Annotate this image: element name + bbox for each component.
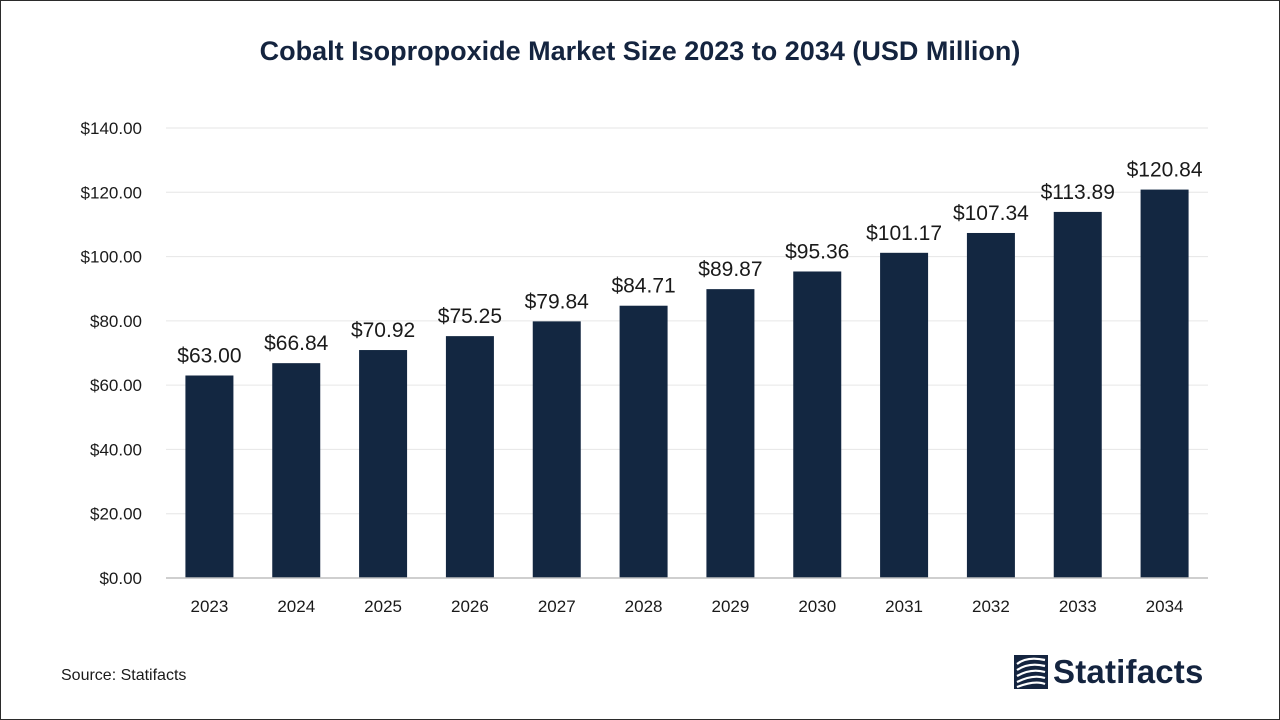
bar-2030 xyxy=(793,271,842,578)
x-tick-label: 2032 xyxy=(972,597,1010,616)
data-label-2029: $89.87 xyxy=(698,258,762,281)
x-tick-label: 2034 xyxy=(1146,597,1184,616)
data-label-2025: $70.92 xyxy=(351,319,415,342)
bar-2032 xyxy=(966,232,1015,578)
x-tick-label: 2028 xyxy=(625,597,663,616)
data-label-2023: $63.00 xyxy=(177,345,241,368)
y-tick-label: $80.00 xyxy=(90,312,142,331)
data-label-2034: $120.84 xyxy=(1127,159,1203,182)
x-tick-label: 2033 xyxy=(1059,597,1097,616)
y-tick-label: $20.00 xyxy=(90,505,142,524)
statifacts-logo-mark xyxy=(1014,655,1048,689)
data-label-2028: $84.71 xyxy=(611,275,675,298)
bar-2029 xyxy=(706,289,755,578)
bar-data-labels: $63.00 $66.84 $70.92 $75.25 $79.84 $84.71 $89.… xyxy=(177,159,1203,368)
data-label-2033: $113.89 xyxy=(1041,181,1115,204)
data-label-2031: $101.17 xyxy=(866,222,942,245)
y-tick-label: $140.00 xyxy=(81,119,142,138)
bar-2033 xyxy=(1053,211,1102,579)
data-label-2026: $75.25 xyxy=(438,305,502,328)
x-tick-label: 2031 xyxy=(885,597,923,616)
y-tick-label: $0.00 xyxy=(99,569,142,588)
x-tick-label: 2024 xyxy=(277,597,315,616)
bar-2025 xyxy=(359,350,408,578)
bar-2023 xyxy=(185,375,234,578)
y-tick-label: $40.00 xyxy=(90,440,142,459)
x-axis-tick-labels: 2023 2024 2025 2026 2027 2028 2029 2030 2031 2032… xyxy=(191,597,1184,616)
bar-2028 xyxy=(619,305,668,578)
data-label-2032: $107.34 xyxy=(953,202,1029,225)
y-tick-label: $100.00 xyxy=(81,248,142,267)
chart-title: Cobalt Isopropoxide Market Size 2023 to … xyxy=(259,36,1021,66)
logo-wordmark: Statifacts xyxy=(1053,653,1204,690)
bar-2034 xyxy=(1140,189,1189,579)
x-tick-label: 2027 xyxy=(538,597,576,616)
x-tick-label: 2029 xyxy=(712,597,750,616)
bar-2031 xyxy=(880,252,929,578)
x-tick-label: 2026 xyxy=(451,597,489,616)
bar-2026 xyxy=(445,336,494,578)
x-tick-label: 2023 xyxy=(191,597,229,616)
statifacts-logo: Statifacts xyxy=(1013,652,1204,692)
source-note: Source: Statifacts xyxy=(61,667,187,684)
data-label-2027: $79.84 xyxy=(525,290,590,313)
y-axis-tick-labels: $0.00 $20.00 $40.00 $60.00 $80.00 $100.00 $120… xyxy=(81,119,142,588)
x-tick-label: 2025 xyxy=(364,597,402,616)
bar-2027 xyxy=(532,321,581,578)
data-label-2024: $66.84 xyxy=(264,332,329,355)
y-tick-label: $60.00 xyxy=(90,376,142,395)
y-tick-label: $120.00 xyxy=(81,183,142,202)
x-tick-label: 2030 xyxy=(798,597,836,616)
data-label-2030: $95.36 xyxy=(785,240,849,263)
bars xyxy=(185,189,1189,579)
gridlines xyxy=(166,127,1208,515)
bar-2024 xyxy=(272,363,321,578)
